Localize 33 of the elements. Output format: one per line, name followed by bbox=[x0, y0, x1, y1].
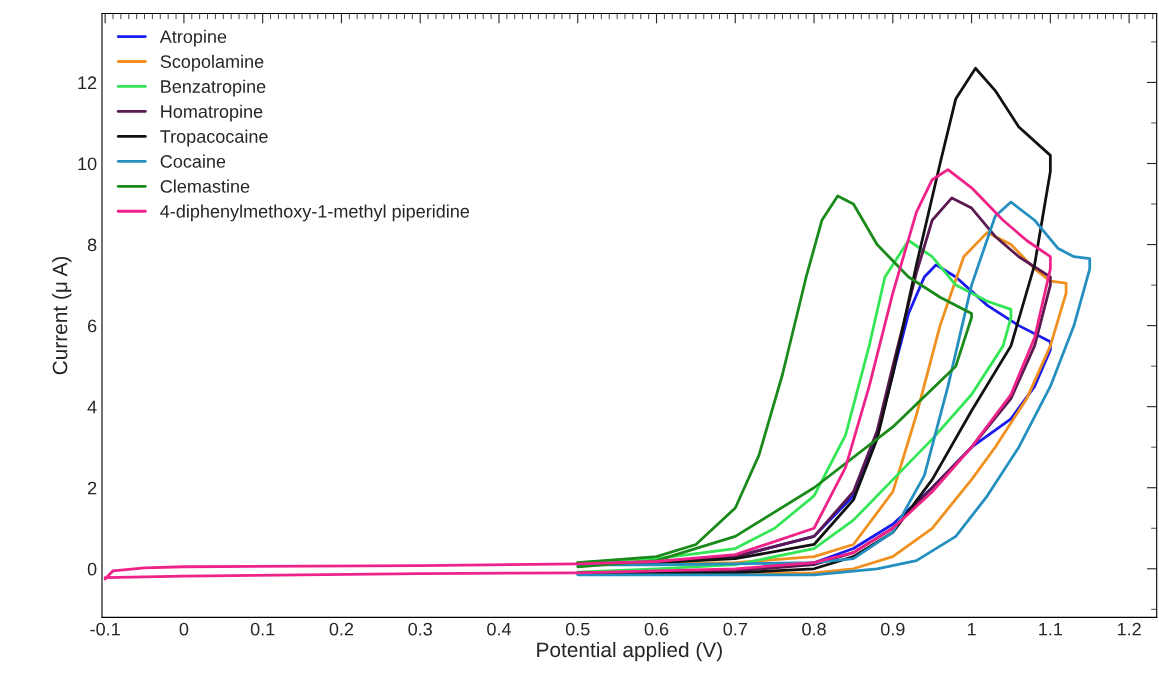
line-series bbox=[576, 194, 973, 569]
legend-label: Clemastine bbox=[160, 179, 250, 193]
x-tick-label: 0.6 bbox=[644, 622, 669, 636]
x-tick-label: -0.1 bbox=[90, 622, 120, 636]
x-tick-label: 1.1 bbox=[1039, 622, 1063, 636]
x-tick-label: 0.4 bbox=[487, 622, 511, 636]
y-tick-label: 10 bbox=[78, 157, 97, 171]
x-tick-label: 0.9 bbox=[880, 622, 905, 636]
x-tick-label: 1 bbox=[967, 622, 976, 636]
legend-label: Homatropine bbox=[161, 104, 263, 122]
legend-label: Atropine bbox=[159, 29, 227, 47]
y-tick-label: 2 bbox=[88, 481, 97, 495]
x-tick-label: 0 bbox=[179, 622, 189, 636]
y-tick-label: 8 bbox=[87, 238, 97, 252]
line-series bbox=[103, 168, 1052, 581]
x-tick-label: 0.5 bbox=[565, 622, 590, 636]
y-tick-label: 12 bbox=[78, 76, 97, 89]
x-tick-label: 0.2 bbox=[329, 622, 354, 636]
x-tick-label: 0.8 bbox=[802, 622, 826, 636]
y-tick-label: 0 bbox=[87, 562, 97, 576]
legend-label: Benzatropine bbox=[161, 79, 266, 97]
y-tick-label: 4 bbox=[87, 400, 97, 414]
y-tick-label: 6 bbox=[88, 319, 97, 333]
x-tick-label: 1.2 bbox=[1117, 622, 1141, 636]
x-tick-label: 0.1 bbox=[250, 622, 275, 636]
y-axis-title: Current (μ A) bbox=[52, 256, 72, 375]
legend-label: 4-diphenylmethoxy-1-methyl piperidine bbox=[160, 204, 470, 222]
x-tick-label: 0.3 bbox=[408, 622, 432, 636]
x-tick-label: 0.7 bbox=[723, 622, 747, 636]
legend-label: Tropacocaine bbox=[160, 129, 268, 147]
x-axis-title: Potential applied (V) bbox=[537, 641, 722, 662]
legend-label: Scopolamine bbox=[160, 54, 264, 72]
legend-label: Cocaine bbox=[160, 154, 226, 168]
